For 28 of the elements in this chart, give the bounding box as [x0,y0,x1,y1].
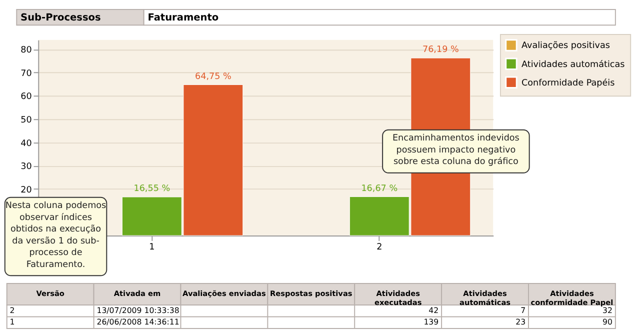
data-label: 76,19 % [422,45,459,56]
y-tick-label: 50 [20,115,32,126]
chart-title: Sub-Processos [20,12,102,24]
legend-label: Conformidade Papéis [522,77,616,88]
chart-subtitle: Faturamento [148,12,219,24]
text: 7 [520,306,526,315]
text: 2 [10,306,15,315]
text: 90 [602,318,612,327]
y-tick-label: 30 [20,162,32,172]
data-label: 64,75 % [195,72,232,82]
y-tick-label: 20 [20,185,32,196]
y-tick-label: 40 [20,138,32,149]
legend-label: Atividades automáticas [522,58,626,70]
text: 26/06/2008 14:36:11 [96,318,180,327]
data-label: 16,55 % [134,184,170,194]
text: 13/07/2009 10:33:38 [96,306,180,315]
text: 139 [424,318,439,327]
y-tick-label: 80 [20,46,32,56]
text: 1 [10,318,15,327]
legend-label: Avaliações positivas [522,41,610,52]
annotation: Encaminhamentos indevidos possuem impacto negativo sobre esta coluna do gráfico [392,134,520,168]
y-tick-label: 70 [20,68,32,79]
text: 42 [428,306,439,315]
text: 23 [516,318,526,327]
data-label: 16,67 % [361,184,398,194]
y-tick-label: 60 [20,92,32,102]
text: 32 [602,306,612,315]
annotation: Nesta coluna podemos observar índices obtidos na execução da versão 1 do sub-processo de Faturamento. [5,201,107,270]
